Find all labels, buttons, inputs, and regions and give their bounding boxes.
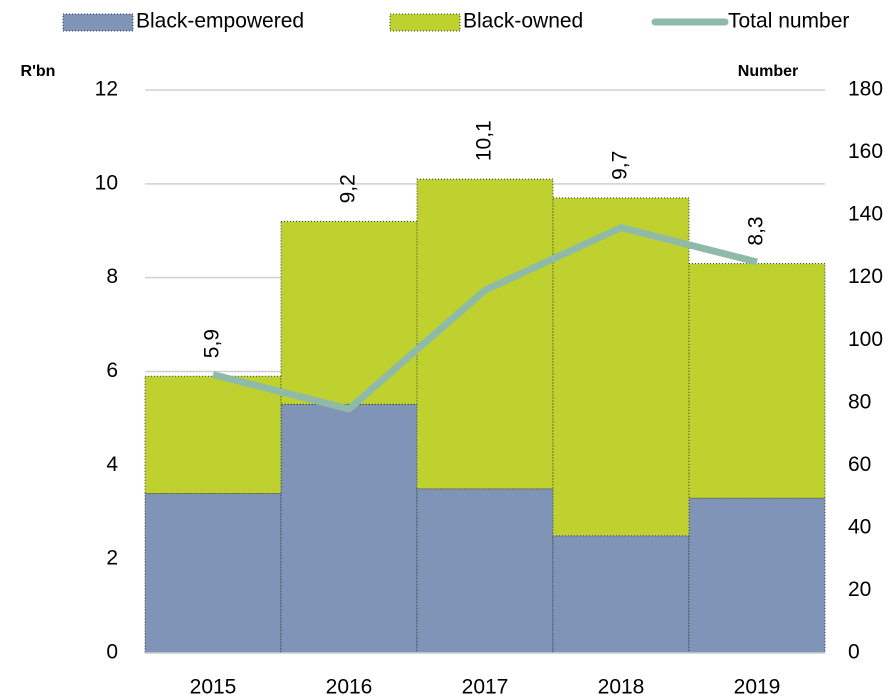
value-label: 9,2 (337, 174, 360, 203)
y2-tick-label: 120 (848, 265, 883, 288)
x-tick-label: 2017 (462, 676, 509, 699)
y2-tick-label: 160 (848, 140, 883, 163)
y-tick-label: 8 (106, 265, 118, 288)
x-tick-label: 2015 (190, 676, 237, 699)
y-tick-label: 0 (106, 641, 118, 664)
bar (688, 263, 826, 499)
bar (552, 197, 690, 537)
bar (144, 375, 282, 494)
legend-swatch (62, 13, 134, 32)
bar (688, 497, 826, 654)
bar (280, 403, 418, 654)
bar (144, 492, 282, 654)
x-tick-label: 2019 (734, 676, 781, 699)
bar (280, 220, 418, 405)
line (212, 224, 758, 413)
y2-tick-label: 140 (848, 203, 883, 226)
y-tick-label: 4 (106, 453, 118, 476)
value-label: 10,1 (473, 120, 496, 161)
value-label: 8,3 (745, 216, 768, 245)
value-label: 9,7 (609, 151, 632, 180)
x-tick-label: 2016 (326, 676, 373, 699)
y2-tick-label: 40 (848, 515, 871, 538)
y2-tick-label: 60 (848, 453, 871, 476)
legend-label: Total number (728, 10, 849, 33)
x-tick-label: 2018 (598, 676, 645, 699)
y-tick-label: 6 (106, 359, 118, 382)
y2-axis-label: Number (738, 63, 798, 80)
y2-tick-label: 0 (848, 641, 860, 664)
y-tick-label: 2 (106, 547, 118, 570)
y2-tick-label: 100 (848, 328, 883, 351)
y2-tick-label: 20 (848, 578, 871, 601)
legend-label: Black-owned (463, 10, 583, 33)
legend-label: Black-empowered (136, 10, 304, 33)
bar (416, 488, 554, 654)
bar (552, 535, 690, 654)
y-axis-label: R'bn (21, 63, 56, 80)
y2-tick-label: 80 (848, 390, 871, 413)
y-tick-label: 12 (95, 78, 118, 101)
y-tick-label: 10 (95, 171, 118, 194)
y2-tick-label: 180 (848, 78, 883, 101)
bar (416, 178, 554, 490)
legend-swatch (389, 13, 461, 32)
value-label: 5,9 (201, 329, 224, 358)
